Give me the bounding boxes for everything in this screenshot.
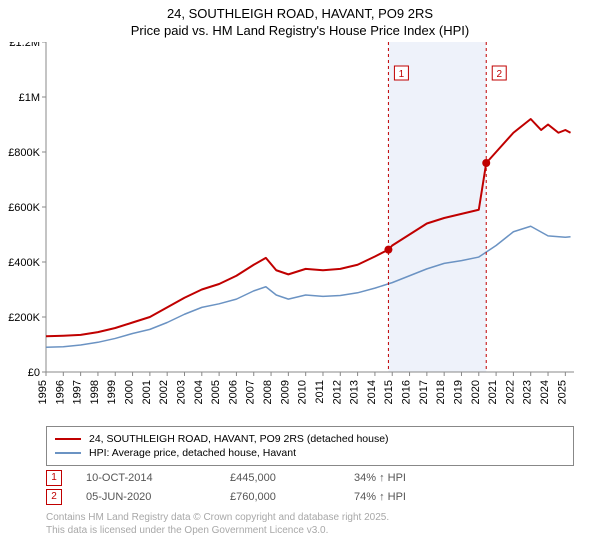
svg-text:1: 1 bbox=[399, 69, 405, 80]
svg-text:2: 2 bbox=[496, 69, 502, 80]
svg-text:2005: 2005 bbox=[210, 380, 222, 404]
svg-text:2010: 2010 bbox=[297, 380, 309, 404]
legend-item: 24, SOUTHLEIGH ROAD, HAVANT, PO9 2RS (de… bbox=[55, 433, 565, 445]
svg-text:2023: 2023 bbox=[522, 380, 534, 404]
svg-text:£800K: £800K bbox=[8, 147, 40, 159]
event-marker: 1 bbox=[46, 470, 62, 486]
svg-text:2006: 2006 bbox=[227, 380, 239, 404]
svg-text:2013: 2013 bbox=[349, 380, 361, 404]
svg-text:2016: 2016 bbox=[401, 380, 413, 404]
svg-text:£0: £0 bbox=[28, 367, 40, 379]
svg-text:2018: 2018 bbox=[435, 380, 447, 404]
svg-text:£1.2M: £1.2M bbox=[9, 42, 40, 49]
svg-text:2025: 2025 bbox=[556, 380, 568, 404]
event-pct: 74% ↑ HPI bbox=[354, 491, 406, 503]
svg-text:2019: 2019 bbox=[452, 380, 464, 404]
svg-text:£400K: £400K bbox=[8, 257, 40, 269]
svg-text:2000: 2000 bbox=[124, 380, 136, 404]
svg-text:2021: 2021 bbox=[487, 380, 499, 404]
svg-text:1996: 1996 bbox=[54, 380, 66, 404]
svg-text:2002: 2002 bbox=[158, 380, 170, 404]
event-pct: 34% ↑ HPI bbox=[354, 472, 406, 484]
svg-text:2022: 2022 bbox=[504, 380, 516, 404]
svg-text:1997: 1997 bbox=[72, 380, 84, 404]
event-row: 1 10-OCT-2014 £445,000 34% ↑ HPI bbox=[46, 470, 574, 486]
svg-text:2024: 2024 bbox=[539, 380, 551, 404]
footer-line1: Contains HM Land Registry data © Crown c… bbox=[46, 511, 574, 524]
svg-text:2020: 2020 bbox=[470, 380, 482, 404]
events-table: 1 10-OCT-2014 £445,000 34% ↑ HPI 2 05-JUN-202… bbox=[46, 470, 574, 505]
legend: 24, SOUTHLEIGH ROAD, HAVANT, PO9 2RS (de… bbox=[46, 426, 574, 466]
svg-text:£200K: £200K bbox=[8, 312, 40, 324]
event-price: £445,000 bbox=[230, 472, 330, 484]
legend-item: HPI: Average price, detached house, Hava… bbox=[55, 447, 565, 459]
svg-text:£1M: £1M bbox=[19, 92, 40, 104]
chart-area: £0 £200K £400K £600K £800K £1M £1.2M 1995 1996 19… bbox=[0, 42, 600, 420]
attribution-footer: Contains HM Land Registry data © Crown c… bbox=[46, 511, 574, 537]
svg-text:1998: 1998 bbox=[89, 380, 101, 404]
svg-text:2014: 2014 bbox=[366, 380, 378, 404]
svg-text:2012: 2012 bbox=[331, 380, 343, 404]
legend-swatch bbox=[55, 438, 81, 440]
svg-text:1999: 1999 bbox=[106, 380, 118, 404]
svg-text:2008: 2008 bbox=[262, 380, 274, 404]
footer-line2: This data is licensed under the Open Gov… bbox=[46, 524, 574, 537]
title-line1: 24, SOUTHLEIGH ROAD, HAVANT, PO9 2RS bbox=[4, 6, 596, 23]
event-date: 05-JUN-2020 bbox=[86, 491, 206, 503]
svg-text:2007: 2007 bbox=[245, 380, 257, 404]
svg-text:£600K: £600K bbox=[8, 202, 40, 214]
event-price: £760,000 bbox=[230, 491, 330, 503]
svg-text:2003: 2003 bbox=[175, 380, 187, 404]
legend-label: 24, SOUTHLEIGH ROAD, HAVANT, PO9 2RS (de… bbox=[89, 433, 389, 445]
svg-text:2011: 2011 bbox=[314, 380, 326, 404]
event-marker: 2 bbox=[46, 489, 62, 505]
svg-text:2004: 2004 bbox=[193, 380, 205, 404]
event-row: 2 05-JUN-2020 £760,000 74% ↑ HPI bbox=[46, 489, 574, 505]
svg-text:2009: 2009 bbox=[279, 380, 291, 404]
svg-text:1995: 1995 bbox=[37, 380, 49, 404]
svg-text:2017: 2017 bbox=[418, 380, 430, 404]
svg-text:2015: 2015 bbox=[383, 380, 395, 404]
chart-title: 24, SOUTHLEIGH ROAD, HAVANT, PO9 2RS Pri… bbox=[0, 0, 600, 42]
event-date: 10-OCT-2014 bbox=[86, 472, 206, 484]
line-chart-svg: £0 £200K £400K £600K £800K £1M £1.2M 1995 1996 19… bbox=[0, 42, 600, 420]
title-line2: Price paid vs. HM Land Registry's House … bbox=[4, 23, 596, 40]
legend-label: HPI: Average price, detached house, Hava… bbox=[89, 447, 296, 459]
svg-text:2001: 2001 bbox=[141, 380, 153, 404]
legend-swatch bbox=[55, 452, 81, 454]
